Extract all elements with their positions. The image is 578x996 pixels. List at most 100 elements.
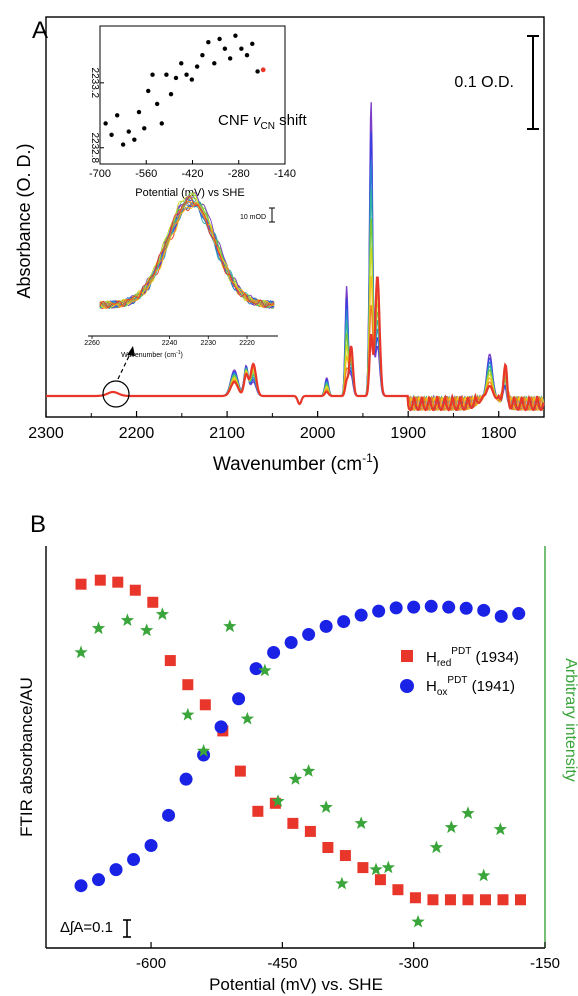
panel-b: B -600 -450 -300 -150 FTIR absorbance/AU Ar… — [17, 511, 578, 994]
cnf-shift-point — [184, 72, 189, 77]
hred-point — [147, 596, 159, 608]
cnf-shift-point — [159, 121, 164, 126]
cnf-shift-point — [103, 121, 108, 126]
panel-a-xlabel-close: ) — [373, 454, 379, 475]
hred-point — [287, 817, 299, 829]
legend-hox-base: H — [426, 678, 437, 695]
inset-x-tick-label: -420 — [181, 168, 203, 180]
legend-hred-sub: red — [437, 658, 451, 669]
inset-cnf-axes — [99, 25, 286, 165]
overlay-x-tick-label: 2240 — [162, 340, 178, 347]
x-tick-label: -300 — [399, 955, 429, 972]
arbitrary-intensity-point — [381, 860, 395, 874]
hred-point — [497, 894, 509, 906]
panel-b-scale-label: ΔʃA=0.1 — [60, 919, 113, 936]
hox-point — [179, 772, 193, 786]
arbitrary-intensity-point — [369, 862, 383, 876]
hred-point — [234, 765, 246, 777]
cnf-shift-point — [126, 129, 131, 134]
arbitrary-intensity-point — [223, 619, 237, 633]
x-tick-label: -450 — [267, 955, 297, 972]
overlay-spectrum — [99, 196, 275, 309]
panel-b-letter: B — [30, 511, 46, 538]
hox-point — [337, 615, 351, 629]
hox-point — [267, 646, 281, 660]
legend-marker-hox — [400, 679, 414, 693]
overlay-x-tick-label: 2220 — [239, 340, 255, 347]
inset-cnf-label-sub: CN — [261, 121, 275, 132]
hox-point — [372, 604, 386, 618]
cnf-shift-point — [206, 40, 211, 45]
zoom-arrow — [117, 351, 132, 380]
hox-point — [214, 720, 228, 734]
hred-point — [304, 825, 316, 837]
x-tick-label: 2300 — [28, 425, 64, 442]
inset-cnf-ticks: -700 -560 -420 -280 -140 2232.8 2233.2 — [89, 68, 296, 180]
panel-b-legend: HredPDT (1934) HoxPDT (1941) — [400, 646, 519, 698]
inset-overlay-xlabel-sup: -1 — [176, 350, 181, 356]
hred-point — [129, 584, 141, 596]
legend-hred-base: H — [426, 649, 437, 666]
panel-b-data — [74, 574, 526, 928]
cnf-shift-point — [142, 126, 147, 131]
hred-point — [199, 699, 211, 711]
cnf-shift-point — [154, 101, 160, 107]
arbitrary-intensity-point — [74, 645, 88, 659]
overlay-spectrum — [99, 200, 275, 310]
overlay-spectrum — [99, 201, 275, 309]
legend-label-hox: HoxPDT (1941) — [426, 675, 515, 698]
hox-point — [92, 873, 106, 887]
cnf-shift-point — [109, 132, 114, 137]
arbitrary-intensity-point — [477, 868, 491, 882]
x-tick-label: -150 — [530, 955, 560, 972]
inset-overlay-xlabel-close: ) — [181, 352, 183, 359]
panel-b-x-ticks: -600 -450 -300 -150 — [136, 942, 560, 972]
hox-point — [459, 601, 473, 615]
arbitrary-intensity-point — [258, 663, 272, 677]
hox-point — [162, 808, 176, 822]
cnf-shift-point — [212, 61, 217, 66]
legend-hox-sup: PDT — [447, 675, 467, 686]
inset-x-tick-label: -560 — [135, 168, 157, 180]
hred-point — [252, 805, 264, 817]
hred-point — [182, 679, 194, 691]
cnf-shift-point — [200, 53, 205, 58]
arbitrary-intensity-point — [288, 772, 303, 785]
hox-point — [74, 879, 88, 893]
hox-point — [302, 627, 316, 641]
hox-point — [319, 619, 333, 633]
legend-marker-hred — [401, 650, 413, 662]
x-tick-label: 2100 — [209, 425, 245, 442]
arbitrary-intensity-point — [155, 607, 170, 620]
arbitrary-intensity-point — [271, 794, 285, 807]
hred-point — [322, 842, 334, 853]
inset-overlay-scale-bar — [269, 207, 275, 223]
hred-point — [427, 894, 439, 906]
cnf-shift-point — [194, 64, 200, 69]
cnf-shift-point — [114, 113, 120, 118]
panel-a-x-ticks: 2300 2200 2100 2000 1900 1800 — [28, 411, 517, 442]
inset-overlay-scale-label: 10 mOD — [240, 214, 266, 221]
panel-a-frame — [45, 16, 545, 418]
inset-cnf-label-prefix: CNF — [218, 112, 253, 129]
legend-hox-suffix: (1941) — [467, 678, 515, 695]
arbitrary-intensity-point — [493, 822, 507, 836]
arbitrary-intensity-point — [181, 707, 195, 721]
hred-point — [462, 894, 474, 906]
cnf-shift-point — [164, 72, 169, 77]
hred-point — [514, 894, 526, 906]
cnf-shift-point — [146, 88, 151, 94]
hox-point — [512, 607, 526, 621]
hox-point — [197, 748, 211, 762]
cnf-shift-point — [189, 77, 195, 82]
hox-point — [389, 601, 403, 615]
inset-overlay-xlabel-main: Wavenumber (cm — [121, 352, 176, 359]
panel-a: A Absorbance (O. D.) 2300 2200 2100 2000 190… — [14, 16, 545, 475]
hred-point — [374, 874, 386, 886]
x-tick-label: 1900 — [390, 425, 426, 442]
legend-hox-sub: ox — [437, 687, 448, 698]
arbitrary-intensity-point — [120, 613, 135, 626]
cnf-shift-point — [233, 33, 238, 38]
arbitrary-intensity-point — [444, 820, 458, 834]
